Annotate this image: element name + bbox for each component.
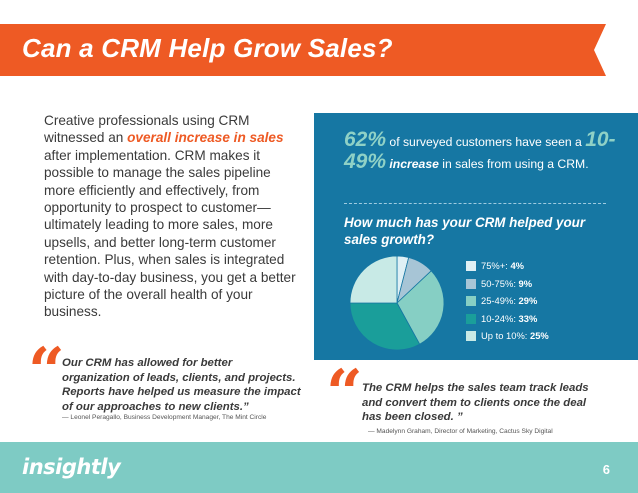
pie-slice-2 — [396, 270, 445, 345]
intro-text-start: Creative professionals using CRM witness… — [44, 113, 250, 146]
legend-swatch — [466, 313, 476, 324]
pie-slice-3 — [349, 302, 421, 351]
page-title: Can a CRM Help Grow Sales? — [22, 33, 393, 63]
intro-text-end: after implementation. CRM makes it possi… — [44, 147, 296, 320]
legend-label: Up to 10%: 25% — [481, 330, 549, 341]
stat-percent: 62% — [344, 128, 387, 151]
quote-mark-right: “ — [326, 356, 363, 431]
legend-swatch — [466, 278, 476, 289]
quote-mark-left: “ — [28, 334, 65, 409]
legend-label: 50-75%: 9% — [481, 278, 532, 289]
legend-swatch — [466, 296, 476, 306]
growth-pie-chart — [349, 255, 445, 351]
panel-divider — [344, 203, 606, 204]
title-banner — [0, 24, 588, 76]
pie-slice-4 — [349, 255, 398, 304]
page-number: 6 — [602, 462, 610, 477]
intro-highlight: overall increase in sales — [127, 130, 284, 146]
chart-question: How much has your CRM helped your sales … — [344, 215, 586, 247]
stat-text-3: in sales from using a CRM. — [438, 157, 589, 171]
survey-stat: 62% of surveyed customers have seen a 10… — [344, 128, 624, 174]
stat-text-1: of surveyed customers have seen a — [386, 135, 586, 149]
legend-label: 75%+: 4% — [481, 260, 524, 271]
legend-label: 10-24%: 33% — [481, 313, 537, 324]
legend-label-text: Up to 10%: — [481, 330, 530, 341]
legend-value: 9% — [518, 277, 533, 289]
insightly-logo: insightly — [22, 455, 121, 479]
legend-swatch — [466, 331, 476, 341]
legend-swatch — [466, 261, 476, 271]
legend-label-text: 10-24%: — [481, 312, 519, 324]
intro-paragraph: Creative professionals using CRM witness… — [44, 112, 302, 321]
legend-value: 4% — [510, 260, 525, 271]
legend-value: 33% — [518, 312, 538, 324]
stat-range: 10-49% — [344, 128, 616, 173]
footer-bar — [0, 442, 638, 493]
legend-label-text: 25-49%: — [481, 295, 519, 306]
legend-value: 29% — [518, 295, 538, 306]
legend-label-text: 75%+: — [481, 260, 511, 271]
banner-notch — [566, 24, 606, 76]
quote-left-attribution: — Leonel Peragallo, Business Development… — [62, 414, 267, 421]
legend-label: 25-49%: 29% — [481, 295, 537, 306]
quote-right-text: The CRM helps the sales team track leads… — [362, 382, 589, 424]
quote-right-attribution: — Madelynn Graham, Director of Marketing… — [368, 428, 553, 435]
legend-label-text: 50-75%: — [481, 277, 519, 289]
stat-increase: increase — [386, 157, 439, 171]
legend-value: 25% — [530, 330, 549, 341]
quote-left-text: Our CRM has allowed for better organizat… — [62, 357, 301, 413]
